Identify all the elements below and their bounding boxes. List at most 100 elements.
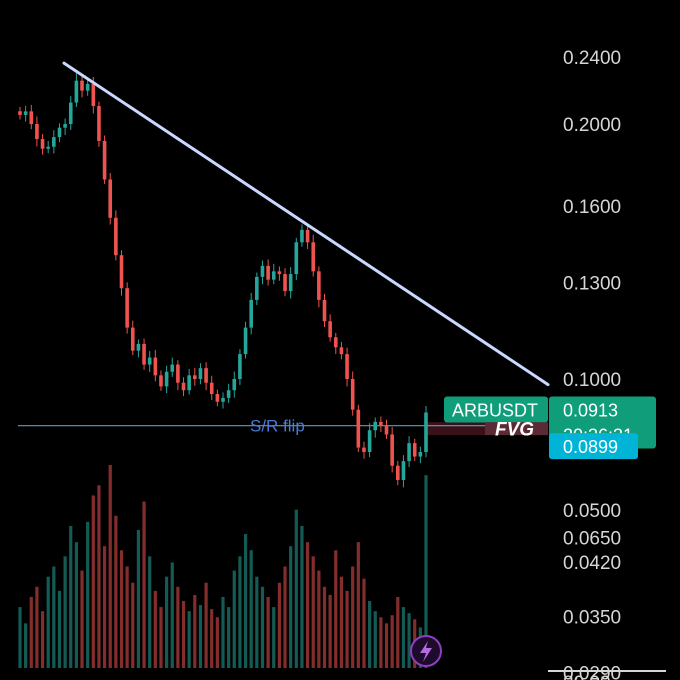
candle-body [85,83,90,91]
volume-bar [305,542,310,668]
candle-body [108,179,113,218]
volume-bar [193,594,197,668]
volume-bar [407,613,411,668]
volume-bar [249,550,253,668]
candle-body [130,327,135,351]
volume-bar [86,521,90,668]
volume-bar [91,495,95,668]
candle-body [271,271,276,280]
volume-bar [176,586,180,668]
volume-bar [136,529,141,668]
candle-body [356,409,361,448]
candle-body [68,102,73,124]
candle-body [283,274,287,292]
volume-bar [283,566,287,668]
candle-body [232,379,237,391]
volume-bar [351,566,355,668]
volume-bar [362,578,366,668]
volume-bar [170,562,174,668]
y-tick-label: 0.1300 [563,273,621,294]
volume-bar [52,566,56,668]
symbol-tag-bg [444,396,548,423]
candle-body [277,271,282,275]
volume-bar [379,617,383,668]
volume-bar [368,601,372,668]
candle-body [142,343,146,365]
y-tick-label: 80.00 [563,673,611,680]
candle-body [350,379,355,410]
volume-bar [165,576,169,668]
candle-body [181,382,186,391]
candle-body [317,271,321,300]
candle-body [339,347,344,355]
axis-footer-rule [548,670,666,672]
volume-bar [181,601,186,668]
candle-body [288,274,293,292]
volume-bars [18,465,428,668]
candle-body [260,265,265,277]
candle-body [407,443,411,462]
candle-body [91,83,96,107]
level-tag: 0.0899 [549,433,638,460]
candle-body [198,368,203,380]
volume-bar [74,542,78,668]
volume-bar [198,605,203,668]
candle-body [215,394,220,402]
lightning-icon [420,641,432,662]
volume-bar [328,594,332,668]
volume-bar [153,590,157,668]
descending-trendline[interactable] [62,61,550,387]
candle-body [221,397,225,402]
y-tick-label: 0.1000 [563,370,621,391]
candle-body [74,80,79,103]
candle-body [255,276,259,300]
candle-body [226,390,231,398]
volume-bar [424,475,428,668]
volume-bar [63,556,67,668]
y-tick-label: 0.2000 [563,115,621,136]
candle-body [63,124,67,128]
volume-bar [232,570,236,668]
volume-bar [390,615,394,668]
volume-bar [221,596,225,668]
volume-bar [119,550,124,668]
candle-body [396,465,400,480]
candle-body [266,265,270,280]
candle-body [300,229,304,243]
volume-bar [114,515,118,668]
candle-body [29,111,34,124]
volume-bar [80,570,84,668]
volume-bar [289,546,293,668]
candle-body [170,364,175,372]
candle-body [102,140,107,180]
volume-bar [238,556,242,668]
volume-bar [210,609,214,668]
candle-body [294,242,299,275]
y-tick-label: 0.0650 [563,528,621,549]
candle-body [35,124,39,140]
volume-bar [300,525,304,668]
candle-body [333,337,338,348]
volume-bar [227,607,231,668]
volume-bar [35,586,39,668]
candle-body [249,299,253,328]
fvg-tag-bg [485,422,548,436]
candle-body [57,127,62,138]
volume-bar [29,596,33,668]
volume-bar [255,576,259,668]
candle-body [373,421,378,431]
volume-bar [18,607,22,668]
volume-bar [311,556,315,668]
candle-body [379,421,383,427]
candle-body [401,461,406,480]
fvg-tag: FVG [485,420,548,441]
candle-body [176,364,180,383]
flash-button[interactable] [410,635,442,667]
candle-body [367,430,372,453]
candle-body [18,111,22,115]
volume-bar [131,582,135,668]
volume-bar [57,590,62,668]
symbol-tag[interactable]: ARBUSDT [444,396,548,423]
candle-body [204,368,208,383]
